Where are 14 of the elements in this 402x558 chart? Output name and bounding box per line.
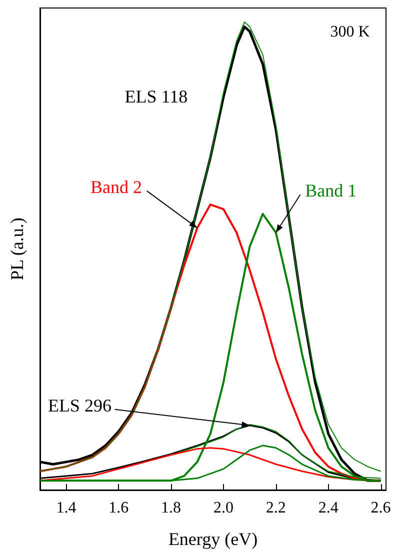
- x-axis-title: Energy (eV): [168, 529, 258, 549]
- x-tick-label: 2.0: [213, 500, 234, 516]
- x-tick-label: 1.8: [161, 500, 182, 516]
- text: Band 1: [305, 180, 357, 201]
- text: Band 2: [90, 176, 142, 197]
- y-axis-title: PL (a.u.): [7, 218, 27, 280]
- x-tick-label: 1.6: [108, 500, 129, 516]
- x-tick-label: 2.2: [266, 500, 286, 516]
- series-label: ELS 118: [124, 86, 188, 107]
- x-tick-label: 2.6: [370, 500, 391, 516]
- x-tick-label: 2.4: [318, 500, 338, 516]
- x-tick-label: 1.4: [56, 500, 76, 516]
- annotation: 300 K: [330, 24, 370, 40]
- text: ELS 296: [48, 395, 112, 416]
